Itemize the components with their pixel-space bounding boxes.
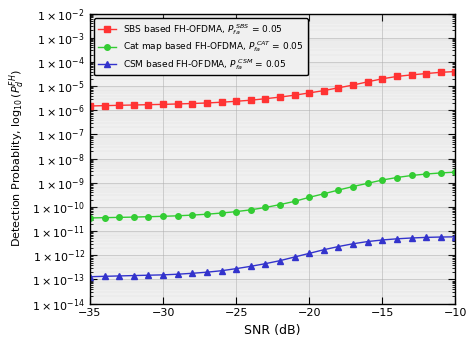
SBS based FH-OFDMA, $P_{fa}^{\ SBS}$ = 0.05	[306, 91, 312, 95]
Legend: SBS based FH-OFDMA, $P_{fa}^{\ SBS}$ = 0.05, Cat map based FH-OFDMA, $P_{fa}^{\ : SBS based FH-OFDMA, $P_{fa}^{\ SBS}$ = 0…	[94, 18, 308, 75]
Cat map based FH-OFDMA, $P_{fa}^{\ CAT}$ = 0.05	[131, 215, 137, 219]
Line: SBS based FH-OFDMA, $P_{fa}^{\ SBS}$ = 0.05: SBS based FH-OFDMA, $P_{fa}^{\ SBS}$ = 0…	[87, 69, 458, 109]
Cat map based FH-OFDMA, $P_{fa}^{\ CAT}$ = 0.05	[423, 172, 429, 176]
SBS based FH-OFDMA, $P_{fa}^{\ SBS}$ = 0.05	[131, 103, 137, 107]
CSM based FH-OFDMA, $P_{fa}^{\ CSM}$ = 0.05	[146, 273, 151, 277]
SBS based FH-OFDMA, $P_{fa}^{\ SBS}$ = 0.05	[146, 103, 151, 107]
SBS based FH-OFDMA, $P_{fa}^{\ SBS}$ = 0.05	[102, 104, 108, 108]
X-axis label: SNR (dB): SNR (dB)	[245, 324, 301, 337]
SBS based FH-OFDMA, $P_{fa}^{\ SBS}$ = 0.05	[336, 86, 341, 90]
CSM based FH-OFDMA, $P_{fa}^{\ CSM}$ = 0.05	[190, 271, 195, 275]
CSM based FH-OFDMA, $P_{fa}^{\ CSM}$ = 0.05	[321, 248, 327, 252]
CSM based FH-OFDMA, $P_{fa}^{\ CSM}$ = 0.05	[87, 275, 93, 279]
Cat map based FH-OFDMA, $P_{fa}^{\ CAT}$ = 0.05	[117, 215, 122, 219]
Cat map based FH-OFDMA, $P_{fa}^{\ CAT}$ = 0.05	[321, 192, 327, 196]
SBS based FH-OFDMA, $P_{fa}^{\ SBS}$ = 0.05	[263, 97, 268, 101]
Cat map based FH-OFDMA, $P_{fa}^{\ CAT}$ = 0.05	[190, 213, 195, 217]
SBS based FH-OFDMA, $P_{fa}^{\ SBS}$ = 0.05	[438, 70, 444, 74]
Cat map based FH-OFDMA, $P_{fa}^{\ CAT}$ = 0.05	[175, 214, 181, 218]
SBS based FH-OFDMA, $P_{fa}^{\ SBS}$ = 0.05	[350, 83, 356, 87]
Cat map based FH-OFDMA, $P_{fa}^{\ CAT}$ = 0.05	[204, 212, 210, 216]
Y-axis label: Detection Probablity, $\log_{10}(P_d^{FH})$: Detection Probablity, $\log_{10}(P_d^{FH…	[7, 70, 27, 247]
SBS based FH-OFDMA, $P_{fa}^{\ SBS}$ = 0.05	[190, 101, 195, 106]
Cat map based FH-OFDMA, $P_{fa}^{\ CAT}$ = 0.05	[394, 175, 400, 180]
CSM based FH-OFDMA, $P_{fa}^{\ CSM}$ = 0.05	[394, 237, 400, 241]
SBS based FH-OFDMA, $P_{fa}^{\ SBS}$ = 0.05	[380, 77, 385, 81]
Cat map based FH-OFDMA, $P_{fa}^{\ CAT}$ = 0.05	[87, 216, 93, 220]
SBS based FH-OFDMA, $P_{fa}^{\ SBS}$ = 0.05	[277, 95, 283, 99]
CSM based FH-OFDMA, $P_{fa}^{\ CSM}$ = 0.05	[204, 270, 210, 274]
SBS based FH-OFDMA, $P_{fa}^{\ SBS}$ = 0.05	[204, 101, 210, 105]
Cat map based FH-OFDMA, $P_{fa}^{\ CAT}$ = 0.05	[438, 171, 444, 175]
CSM based FH-OFDMA, $P_{fa}^{\ CSM}$ = 0.05	[277, 259, 283, 263]
Cat map based FH-OFDMA, $P_{fa}^{\ CAT}$ = 0.05	[263, 205, 268, 209]
SBS based FH-OFDMA, $P_{fa}^{\ SBS}$ = 0.05	[87, 104, 93, 108]
Cat map based FH-OFDMA, $P_{fa}^{\ CAT}$ = 0.05	[409, 173, 414, 178]
SBS based FH-OFDMA, $P_{fa}^{\ SBS}$ = 0.05	[117, 103, 122, 107]
CSM based FH-OFDMA, $P_{fa}^{\ CSM}$ = 0.05	[263, 261, 268, 266]
CSM based FH-OFDMA, $P_{fa}^{\ CSM}$ = 0.05	[438, 235, 444, 239]
Cat map based FH-OFDMA, $P_{fa}^{\ CAT}$ = 0.05	[350, 184, 356, 189]
Cat map based FH-OFDMA, $P_{fa}^{\ CAT}$ = 0.05	[277, 203, 283, 207]
SBS based FH-OFDMA, $P_{fa}^{\ SBS}$ = 0.05	[321, 88, 327, 93]
CSM based FH-OFDMA, $P_{fa}^{\ CSM}$ = 0.05	[248, 264, 254, 268]
SBS based FH-OFDMA, $P_{fa}^{\ SBS}$ = 0.05	[219, 100, 224, 104]
SBS based FH-OFDMA, $P_{fa}^{\ SBS}$ = 0.05	[365, 80, 371, 84]
CSM based FH-OFDMA, $P_{fa}^{\ CSM}$ = 0.05	[233, 267, 239, 271]
Cat map based FH-OFDMA, $P_{fa}^{\ CAT}$ = 0.05	[219, 211, 224, 215]
Cat map based FH-OFDMA, $P_{fa}^{\ CAT}$ = 0.05	[453, 170, 458, 174]
SBS based FH-OFDMA, $P_{fa}^{\ SBS}$ = 0.05	[233, 99, 239, 103]
SBS based FH-OFDMA, $P_{fa}^{\ SBS}$ = 0.05	[175, 102, 181, 106]
CSM based FH-OFDMA, $P_{fa}^{\ CSM}$ = 0.05	[102, 274, 108, 278]
CSM based FH-OFDMA, $P_{fa}^{\ CSM}$ = 0.05	[453, 235, 458, 239]
CSM based FH-OFDMA, $P_{fa}^{\ CSM}$ = 0.05	[423, 235, 429, 239]
CSM based FH-OFDMA, $P_{fa}^{\ CSM}$ = 0.05	[365, 239, 371, 244]
SBS based FH-OFDMA, $P_{fa}^{\ SBS}$ = 0.05	[394, 74, 400, 78]
SBS based FH-OFDMA, $P_{fa}^{\ SBS}$ = 0.05	[292, 93, 298, 97]
Cat map based FH-OFDMA, $P_{fa}^{\ CAT}$ = 0.05	[306, 195, 312, 200]
CSM based FH-OFDMA, $P_{fa}^{\ CSM}$ = 0.05	[175, 272, 181, 276]
Cat map based FH-OFDMA, $P_{fa}^{\ CAT}$ = 0.05	[160, 214, 166, 218]
Cat map based FH-OFDMA, $P_{fa}^{\ CAT}$ = 0.05	[292, 199, 298, 203]
Line: Cat map based FH-OFDMA, $P_{fa}^{\ CAT}$ = 0.05: Cat map based FH-OFDMA, $P_{fa}^{\ CAT}$…	[87, 169, 458, 221]
SBS based FH-OFDMA, $P_{fa}^{\ SBS}$ = 0.05	[160, 102, 166, 106]
CSM based FH-OFDMA, $P_{fa}^{\ CSM}$ = 0.05	[292, 255, 298, 259]
Cat map based FH-OFDMA, $P_{fa}^{\ CAT}$ = 0.05	[102, 216, 108, 220]
CSM based FH-OFDMA, $P_{fa}^{\ CSM}$ = 0.05	[409, 236, 414, 240]
CSM based FH-OFDMA, $P_{fa}^{\ CSM}$ = 0.05	[117, 274, 122, 278]
CSM based FH-OFDMA, $P_{fa}^{\ CSM}$ = 0.05	[306, 251, 312, 256]
CSM based FH-OFDMA, $P_{fa}^{\ CSM}$ = 0.05	[336, 245, 341, 249]
CSM based FH-OFDMA, $P_{fa}^{\ CSM}$ = 0.05	[380, 238, 385, 242]
SBS based FH-OFDMA, $P_{fa}^{\ SBS}$ = 0.05	[248, 98, 254, 102]
Line: CSM based FH-OFDMA, $P_{fa}^{\ CSM}$ = 0.05: CSM based FH-OFDMA, $P_{fa}^{\ CSM}$ = 0…	[87, 234, 458, 279]
Cat map based FH-OFDMA, $P_{fa}^{\ CAT}$ = 0.05	[146, 215, 151, 219]
CSM based FH-OFDMA, $P_{fa}^{\ CSM}$ = 0.05	[350, 242, 356, 246]
Cat map based FH-OFDMA, $P_{fa}^{\ CAT}$ = 0.05	[380, 178, 385, 182]
SBS based FH-OFDMA, $P_{fa}^{\ SBS}$ = 0.05	[423, 72, 429, 76]
CSM based FH-OFDMA, $P_{fa}^{\ CSM}$ = 0.05	[131, 273, 137, 278]
CSM based FH-OFDMA, $P_{fa}^{\ CSM}$ = 0.05	[160, 273, 166, 277]
Cat map based FH-OFDMA, $P_{fa}^{\ CAT}$ = 0.05	[365, 181, 371, 185]
CSM based FH-OFDMA, $P_{fa}^{\ CSM}$ = 0.05	[219, 269, 224, 273]
Cat map based FH-OFDMA, $P_{fa}^{\ CAT}$ = 0.05	[233, 209, 239, 214]
Cat map based FH-OFDMA, $P_{fa}^{\ CAT}$ = 0.05	[248, 208, 254, 212]
SBS based FH-OFDMA, $P_{fa}^{\ SBS}$ = 0.05	[453, 69, 458, 74]
Cat map based FH-OFDMA, $P_{fa}^{\ CAT}$ = 0.05	[336, 188, 341, 192]
SBS based FH-OFDMA, $P_{fa}^{\ SBS}$ = 0.05	[409, 73, 414, 77]
